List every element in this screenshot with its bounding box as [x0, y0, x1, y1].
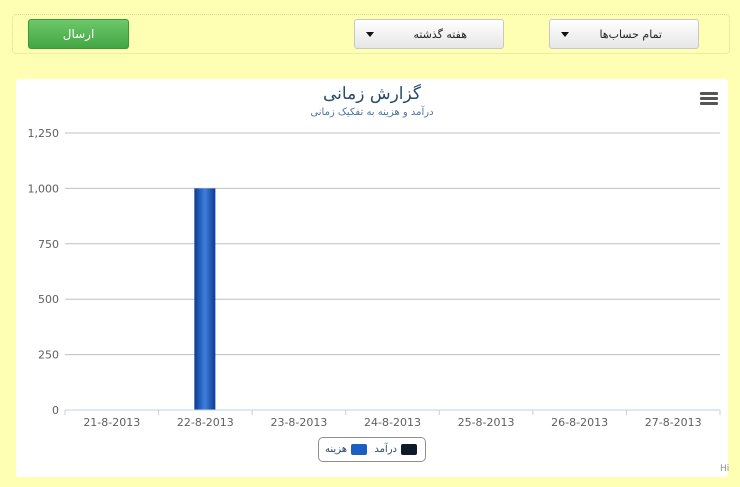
- y-tick-label: 1,000: [28, 182, 60, 195]
- y-tick-label: 250: [38, 349, 59, 362]
- period-select[interactable]: هفته گذشته: [354, 19, 504, 49]
- x-tick-label: 21-8-2013: [83, 416, 140, 429]
- x-tick-label: 24-8-2013: [364, 416, 421, 429]
- legend-label-income: درآمد: [374, 444, 397, 455]
- legend-item-income[interactable]: درآمد: [374, 444, 417, 455]
- chart-panel: [16, 79, 728, 477]
- legend-swatch-cost: [351, 444, 367, 455]
- y-tick-label: 750: [38, 238, 59, 251]
- send-button[interactable]: ارسال: [28, 19, 129, 49]
- x-tick-label: 22-8-2013: [177, 416, 234, 429]
- x-tick-label: 27-8-2013: [645, 416, 702, 429]
- legend-swatch-income: [401, 444, 417, 455]
- x-tick-label: 26-8-2013: [551, 416, 608, 429]
- chart-legend: درآمد هزینه: [318, 437, 426, 462]
- accounts-select[interactable]: تمام حساب‌ها: [549, 19, 699, 49]
- period-select-label: هفته گذشته: [413, 28, 467, 41]
- y-tick-label: 0: [52, 404, 59, 417]
- bar-cost[interactable]: [194, 188, 216, 410]
- chart-subtitle: درآمد و هزینه به تفکیک زمانی: [310, 107, 434, 118]
- y-tick-label: 500: [38, 293, 59, 306]
- chevron-down-icon: [561, 32, 569, 37]
- chevron-down-icon: [366, 32, 374, 37]
- legend-label-cost: هزینه: [325, 444, 347, 455]
- chart-credit[interactable]: Hi: [720, 464, 730, 474]
- x-tick-label: 25-8-2013: [458, 416, 515, 429]
- accounts-select-label: تمام حساب‌ها: [599, 28, 662, 41]
- menu-icon[interactable]: [700, 92, 718, 106]
- y-tick-label: 1,250: [28, 127, 60, 140]
- legend-item-cost[interactable]: هزینه: [325, 444, 367, 455]
- chart-title: گزارش زمانی: [323, 84, 421, 104]
- x-tick-label: 23-8-2013: [270, 416, 327, 429]
